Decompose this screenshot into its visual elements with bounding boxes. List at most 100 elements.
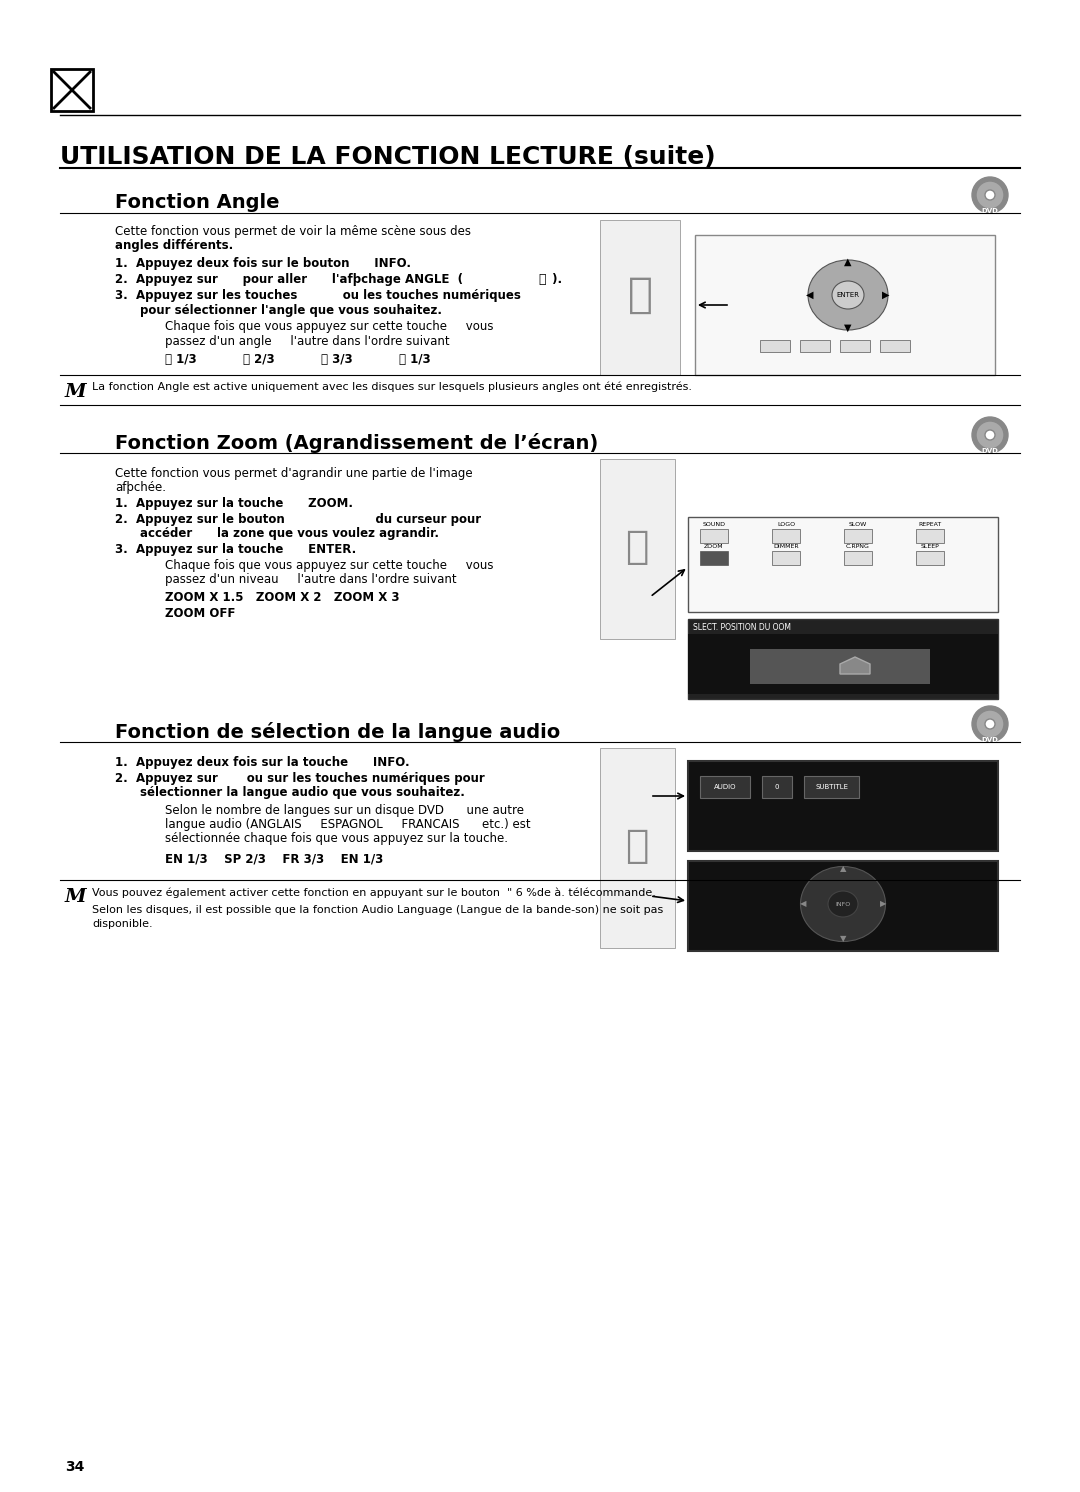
Text: 📱: 📱 xyxy=(625,528,649,565)
Text: 3.  Appuyez sur la touche      ENTER.: 3. Appuyez sur la touche ENTER. xyxy=(114,543,356,557)
Bar xyxy=(688,619,998,698)
Bar xyxy=(916,530,944,543)
Circle shape xyxy=(972,416,1008,454)
Text: DVD: DVD xyxy=(982,207,998,213)
Circle shape xyxy=(972,706,1008,742)
Bar xyxy=(800,340,831,352)
Bar xyxy=(916,551,944,565)
Text: 3.  Appuyez sur les touches           ou les touches numériques: 3. Appuyez sur les touches ou les touche… xyxy=(114,289,521,301)
Bar xyxy=(804,776,859,798)
Text: SUBTITLE: SUBTITLE xyxy=(815,783,848,789)
Ellipse shape xyxy=(828,891,858,918)
Text: INFO: INFO xyxy=(835,901,851,907)
Text: ZOOM OFF: ZOOM OFF xyxy=(165,607,235,621)
Bar xyxy=(760,340,789,352)
Text: Cette fonction vous permet de voir la même scène sous des: Cette fonction vous permet de voir la mê… xyxy=(114,225,471,239)
Text: SOUND: SOUND xyxy=(702,522,726,527)
Text: Fonction de sélection de la langue audio: Fonction de sélection de la langue audio xyxy=(114,722,561,742)
Circle shape xyxy=(985,189,995,200)
Bar xyxy=(700,776,750,798)
Text: UTILISATION DE LA FONCTION LECTURE (suite): UTILISATION DE LA FONCTION LECTURE (suit… xyxy=(60,145,716,169)
Text: ZOOM: ZOOM xyxy=(704,545,724,549)
Bar xyxy=(843,530,872,543)
Circle shape xyxy=(985,719,995,730)
Text: afþchée.: afþchée. xyxy=(114,480,166,494)
Text: accéder      la zone que vous voulez agrandir.: accéder la zone que vous voulez agrandir… xyxy=(140,527,438,540)
Text: SLEEP: SLEEP xyxy=(920,545,940,549)
Text: langue audio (ANGLAIS     ESPAGNOL     FRANCAIS      etc.) est: langue audio (ANGLAIS ESPAGNOL FRANCAIS … xyxy=(165,818,530,831)
Text: ◀: ◀ xyxy=(800,900,807,909)
Text: 1.  Appuyez deux fois sur la touche      INFO.: 1. Appuyez deux fois sur la touche INFO. xyxy=(114,756,409,768)
Text: 2.  Appuyez sur le bouton                      du curseur pour: 2. Appuyez sur le bouton du curseur pour xyxy=(114,513,481,527)
Circle shape xyxy=(976,421,1004,449)
Ellipse shape xyxy=(832,280,864,309)
Text: pour sélectionner l'angle que vous souhaitez.: pour sélectionner l'angle que vous souha… xyxy=(140,304,442,316)
Text: 2.  Appuyez sur      pour aller      l'afþchage ANGLE  (: 2. Appuyez sur pour aller l'afþchage ANG… xyxy=(114,273,463,286)
Text: DVD: DVD xyxy=(982,448,998,454)
Bar xyxy=(696,236,995,374)
Text: Cette fonction vous permet d'agrandir une partie de l'image: Cette fonction vous permet d'agrandir un… xyxy=(114,467,473,480)
Text: M: M xyxy=(65,383,86,401)
Text: REPEAT: REPEAT xyxy=(918,522,942,527)
Bar xyxy=(688,518,998,612)
Ellipse shape xyxy=(800,867,886,941)
Text: ▼: ▼ xyxy=(840,934,847,943)
Text: La fonction Angle est active uniquement avec les disques sur lesquels plusieurs : La fonction Angle est active uniquement … xyxy=(92,382,692,392)
Text: ◀: ◀ xyxy=(807,289,813,300)
Bar xyxy=(688,861,998,950)
Text: Fonction Angle: Fonction Angle xyxy=(114,192,280,212)
Text: ▶: ▶ xyxy=(882,289,890,300)
Text: Chaque fois que vous appuyez sur cette touche     vous: Chaque fois que vous appuyez sur cette t… xyxy=(165,319,494,333)
Text: Selon le nombre de langues sur un disque DVD      une autre: Selon le nombre de langues sur un disque… xyxy=(165,804,524,818)
Text: 1.  Appuyez deux fois sur le bouton      INFO.: 1. Appuyez deux fois sur le bouton INFO. xyxy=(114,257,411,270)
Bar xyxy=(688,761,998,850)
Text: 📱: 📱 xyxy=(627,275,652,316)
Circle shape xyxy=(985,430,995,440)
Text: 🎥: 🎥 xyxy=(538,273,545,286)
Text: C.RPNG: C.RPNG xyxy=(846,545,869,549)
Text: SLECT. POSITION DU OOM: SLECT. POSITION DU OOM xyxy=(693,624,791,633)
Text: Vous pouvez également activer cette fonction en appuyant sur le bouton  " 6 %de : Vous pouvez également activer cette fonc… xyxy=(92,888,656,898)
Text: 🎦 3/3: 🎦 3/3 xyxy=(321,354,353,366)
Text: ZOOM X 1.5   ZOOM X 2   ZOOM X 3: ZOOM X 1.5 ZOOM X 2 ZOOM X 3 xyxy=(165,591,400,604)
Bar xyxy=(843,551,872,565)
Text: Chaque fois que vous appuyez sur cette touche     vous: Chaque fois que vous appuyez sur cette t… xyxy=(165,560,494,571)
Text: ENTER: ENTER xyxy=(837,292,860,298)
Bar xyxy=(600,219,680,374)
Text: ▲: ▲ xyxy=(840,864,847,873)
Text: EN 1/3    SP 2/3    FR 3/3    EN 1/3: EN 1/3 SP 2/3 FR 3/3 EN 1/3 xyxy=(165,852,383,865)
Text: LOGO: LOGO xyxy=(777,522,795,527)
Text: ).: ). xyxy=(548,273,562,286)
Bar xyxy=(840,340,870,352)
Bar xyxy=(762,776,792,798)
Text: SLOW: SLOW xyxy=(849,522,867,527)
Text: 🎦 2/3: 🎦 2/3 xyxy=(243,354,274,366)
Bar xyxy=(51,69,93,110)
Bar xyxy=(688,634,998,694)
Polygon shape xyxy=(840,656,870,674)
Text: disponible.: disponible. xyxy=(92,919,152,930)
Text: 0: 0 xyxy=(774,783,780,789)
Bar xyxy=(600,747,675,947)
Text: DIMMER: DIMMER xyxy=(773,545,799,549)
Bar xyxy=(600,460,675,639)
Bar xyxy=(772,530,800,543)
Bar xyxy=(772,551,800,565)
Bar xyxy=(700,530,728,543)
Text: DVD: DVD xyxy=(982,737,998,743)
Text: M: M xyxy=(65,888,86,906)
Circle shape xyxy=(976,181,1004,209)
Text: sélectionner la langue audio que vous souhaitez.: sélectionner la langue audio que vous so… xyxy=(140,786,464,800)
Bar xyxy=(750,649,930,683)
Text: ▲: ▲ xyxy=(845,257,852,267)
Text: 🎦 1/3: 🎦 1/3 xyxy=(399,354,431,366)
Text: ▼: ▼ xyxy=(845,322,852,333)
Text: 2.  Appuyez sur       ou sur les touches numériques pour: 2. Appuyez sur ou sur les touches numéri… xyxy=(114,771,485,785)
Text: passez d'un angle     l'autre dans l'ordre suivant: passez d'un angle l'autre dans l'ordre s… xyxy=(165,336,449,348)
Text: sélectionnée chaque fois que vous appuyez sur la touche.: sélectionnée chaque fois que vous appuye… xyxy=(165,833,508,844)
Ellipse shape xyxy=(808,260,888,330)
Text: Fonction Zoom (Agrandissement de l’écran): Fonction Zoom (Agrandissement de l’écran… xyxy=(114,433,598,454)
Bar xyxy=(880,340,910,352)
Text: angles différents.: angles différents. xyxy=(114,239,233,252)
Circle shape xyxy=(976,710,1004,739)
